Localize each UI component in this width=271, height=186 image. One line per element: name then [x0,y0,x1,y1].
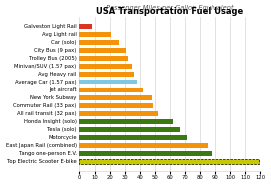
Bar [79,24,92,29]
Bar [79,80,137,84]
Bar [79,95,152,100]
Bar [79,40,119,45]
Bar [79,48,126,53]
Bar [79,88,143,92]
Bar [79,119,173,124]
Text: Passenger Miles per Gallon Equivalent: Passenger Miles per Gallon Equivalent [106,5,234,11]
Bar [79,143,208,148]
Bar [79,32,111,37]
Title: USA Transportation Fuel Usage: USA Transportation Fuel Usage [96,7,244,16]
Bar [79,64,132,68]
Bar [79,56,128,61]
Bar [79,135,186,140]
Bar [79,159,259,164]
Bar [79,111,158,116]
Bar [79,72,134,76]
Bar [79,103,153,108]
Bar [79,127,180,132]
Bar [79,151,212,156]
